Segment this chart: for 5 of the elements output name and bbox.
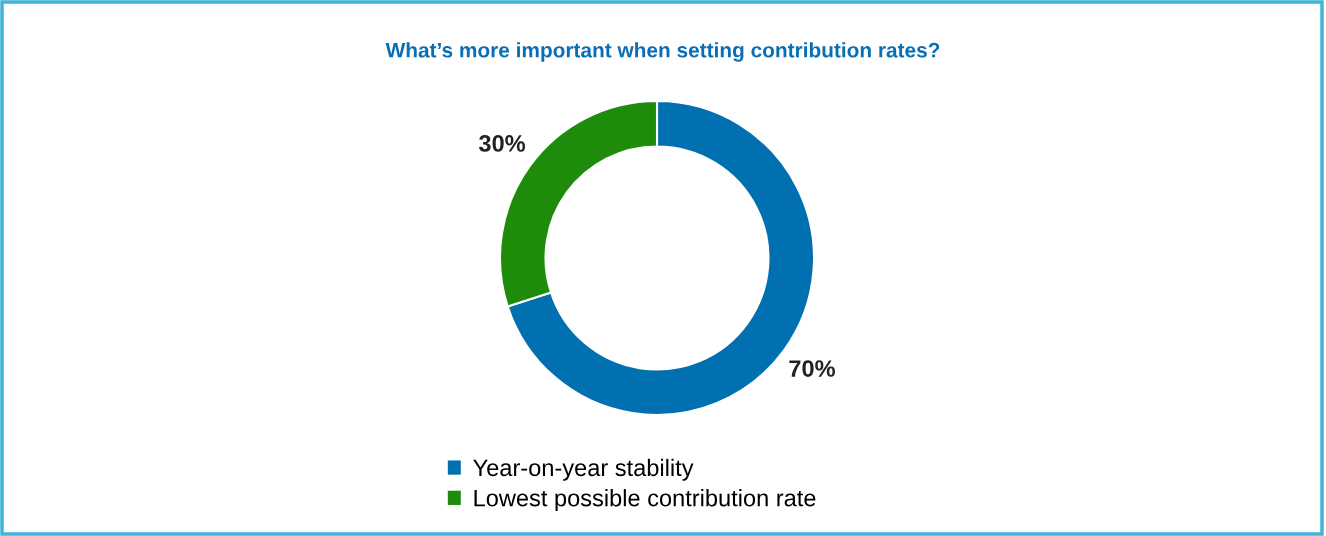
legend-label: Year-on-year stability — [473, 458, 694, 481]
legend-label: Lowest possible contribution rate — [474, 489, 816, 512]
chart-title: What’s more important when setting contribution rates? — [385, 42, 940, 62]
data-label: 30% — [478, 135, 526, 152]
data-label: 70% — [789, 360, 835, 377]
